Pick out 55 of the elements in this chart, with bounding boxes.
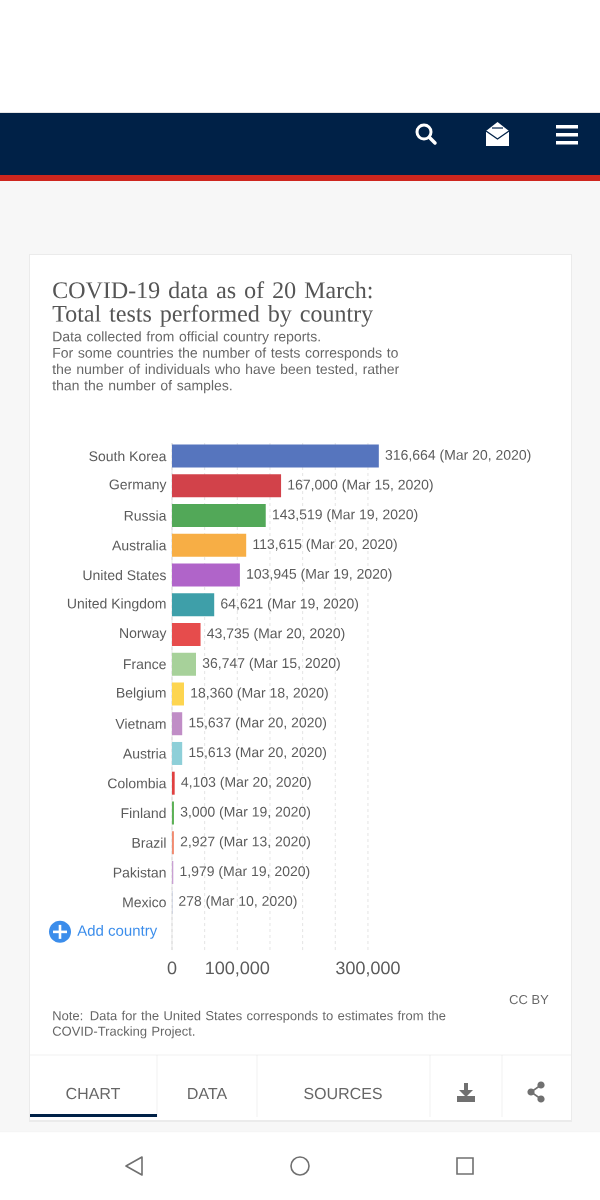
x-tick-label: 100,000: [206, 961, 270, 977]
data-label: 1,979 (Mar 19, 2020): [180, 865, 310, 879]
bar: [172, 741, 183, 765]
y-tick-label: Mexico: [123, 897, 166, 908]
y-tick-label: United Kingdom: [67, 598, 166, 612]
text: Add country: [77, 924, 158, 939]
bar: [172, 504, 266, 528]
y-tick-label: Russia: [124, 510, 167, 521]
y-tick-label: Colombia: [108, 778, 167, 789]
data-label: 316,664 (Mar 20, 2020): [385, 449, 531, 463]
data-label: 64,621 (Mar 19, 2020): [221, 598, 359, 612]
data-label: 2,927 (Mar 13, 2020): [180, 836, 310, 850]
y-tick-label: South Korea: [89, 450, 167, 462]
chart-subtitle: Data collected from official country reports. For some countries the number of tests corresponds to the number of individuals who have been tested, rather than the number of samples.: [52, 331, 400, 394]
data-label: 143,519 (Mar 19, 2020): [273, 509, 418, 523]
bar: [172, 682, 184, 706]
y-tick-label: Australia: [112, 540, 167, 551]
bar: [172, 533, 247, 557]
data-label: 103,945 (Mar 19, 2020): [247, 568, 392, 582]
data-label: 4,103 (Mar 20, 2020): [181, 776, 311, 790]
y-tick-label: France: [124, 659, 166, 670]
y-tick-label: United States: [83, 569, 166, 581]
bar: [172, 593, 215, 617]
y-tick-label: Germany: [109, 479, 167, 493]
bar: [172, 712, 183, 736]
x-tick-label: 0: [167, 961, 177, 975]
y-tick-label: Austria: [122, 748, 167, 759]
bar: [172, 474, 282, 498]
data-label: 15,613 (Mar 20, 2020): [189, 746, 327, 760]
data-label: 3,000 (Mar 19, 2020): [180, 806, 311, 820]
bar: [172, 444, 379, 468]
data-label: 18,360 (Mar 18, 2020): [191, 687, 328, 701]
data-label: 113,615 (Mar 20, 2020): [253, 538, 397, 552]
data-label: 15,637 (Mar 20, 2020): [189, 717, 327, 731]
bar: [172, 563, 240, 587]
bar: [172, 652, 196, 676]
y-tick-label: Norway: [120, 628, 167, 641]
text: Note: Data for the United States corresponds to estimates from the COVID-Tracking Project.: [52, 1010, 446, 1039]
x-tick-label: 300,000: [336, 961, 400, 977]
data-label: 278 (Mar 10, 2020): [179, 895, 297, 909]
text: DATA: [188, 1088, 228, 1100]
data-label: 36,747 (Mar 15, 2020): [202, 657, 340, 671]
text: CHART: [66, 1087, 121, 1100]
y-tick-label: Brazil: [132, 837, 166, 848]
data-label: 43,735 (Mar 20, 2020): [207, 627, 345, 642]
data-label: 167,000 (Mar 15, 2020): [288, 479, 433, 493]
bar: [172, 623, 201, 647]
y-tick-label: Belgium: [117, 687, 166, 701]
text: SOURCES: [304, 1087, 382, 1100]
y-tick-label: Vietnam: [115, 718, 166, 729]
bar: [172, 771, 175, 795]
y-tick-label: Finland: [121, 807, 166, 819]
chart-title: COVID-19 data as of 20 March: Total tests performed by country: [52, 281, 374, 327]
text: CC BY: [509, 994, 549, 1005]
y-tick-label: Pakistan: [113, 867, 166, 878]
